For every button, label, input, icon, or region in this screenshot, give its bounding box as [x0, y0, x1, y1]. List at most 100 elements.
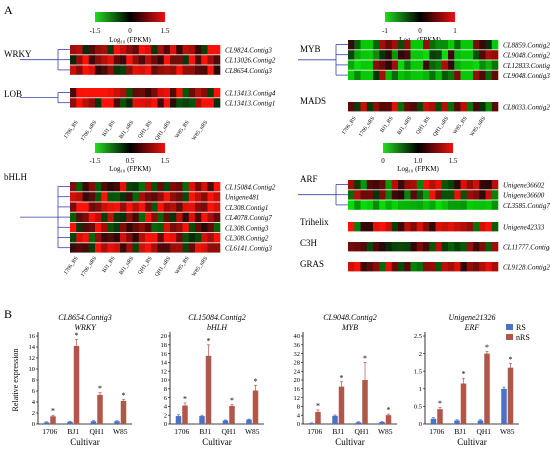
heatmap-cell: [479, 70, 486, 80]
heatmap-cell: [379, 200, 386, 210]
heatmap-cell: [404, 70, 411, 80]
heatmap-cell: [163, 88, 171, 98]
heatmap-cell: [366, 200, 374, 210]
heatmap-cell: [195, 233, 202, 243]
heatmap-cell: [113, 45, 121, 55]
heatmap-cell: [101, 98, 108, 108]
x-tick-label: W85: [113, 427, 128, 436]
gene-label: CL4078.Contig7: [225, 214, 272, 222]
y-tick-label: 4: [297, 412, 301, 419]
heatmap-cell: [423, 180, 430, 190]
key1-tick-1: 0: [128, 27, 132, 35]
heatmap-cell: [201, 65, 208, 75]
heatmap-cell: [460, 60, 468, 70]
heatmap-cell: [460, 200, 468, 210]
heatmap-cell: [163, 55, 171, 65]
x-axis-label: Cultivar: [335, 437, 365, 447]
heatmap-cell: [460, 190, 468, 200]
heatmap-cell: [385, 70, 393, 80]
heatmap-cell: [441, 50, 449, 60]
heatmap-cell: [195, 45, 202, 55]
heatmap-cell: [213, 222, 221, 233]
heatmap-cell: [398, 40, 405, 50]
heatmap-cell: [182, 45, 190, 55]
heatmap-cell: [132, 88, 140, 98]
heatmap-cell: [151, 88, 158, 98]
gene-label: Unigene36600: [503, 192, 545, 200]
heatmap-cell: [70, 243, 77, 253]
bar-rs: [379, 422, 385, 424]
heatmap-cell: [182, 98, 190, 108]
significance-mark: *: [207, 336, 211, 345]
x-tick-label: W85: [378, 427, 393, 436]
significance-mark: *: [98, 384, 102, 393]
heatmap-cell: [201, 222, 208, 233]
heatmap-cell: [404, 200, 411, 210]
heatmap-cell: [138, 45, 146, 55]
heatmap-cell: [113, 55, 121, 65]
heatmap-cell: [163, 45, 171, 55]
heatmap-cell: [473, 222, 480, 232]
heatmap-cell: [410, 60, 418, 70]
bar-nrs: [205, 355, 212, 424]
heatmap-cell: [429, 190, 436, 200]
y-tick-label: 12: [294, 395, 301, 402]
heatmap-cell: [70, 45, 77, 55]
heatmap-cell: [182, 222, 190, 233]
y-tick-label: 2: [164, 412, 167, 419]
heatmap-cell: [107, 88, 115, 98]
heatmap-cell: [82, 45, 90, 55]
heatmap-cell: [404, 222, 411, 232]
heatmap-cell: [151, 55, 158, 65]
gene-label: CL12833.Contig2: [503, 62, 550, 70]
heatmap-cell: [473, 102, 480, 112]
heatmap-cell: [76, 88, 83, 98]
heatmap-cell: [485, 102, 493, 112]
heatmap-cell: [151, 45, 158, 55]
heatmap-cell: [170, 243, 177, 253]
heatmap-cell: [151, 202, 158, 212]
x-tick-label: 1706: [429, 427, 444, 436]
heatmap-cell: [76, 212, 83, 222]
heatmap-cell: [126, 182, 133, 192]
heatmap-cell: [404, 102, 411, 112]
heatmap-cell: [82, 65, 90, 75]
heatmap-cell: [157, 233, 165, 243]
significance-mark: *: [485, 343, 489, 352]
heatmap-cell: [416, 50, 424, 60]
y-tick-label: 10: [161, 377, 168, 384]
y-tick-label: 8: [32, 377, 35, 384]
heatmap-cell: [145, 182, 152, 192]
bar-rs: [114, 421, 120, 424]
heatmap-cell: [195, 88, 202, 98]
chart-title: Unigene21326: [448, 313, 495, 322]
heatmap-cell: [379, 180, 386, 190]
y-tick-label: 18: [161, 342, 168, 349]
heatmap-cell: [491, 60, 499, 70]
heatmap-cell: [460, 242, 468, 252]
y-tick-label: 36: [294, 342, 301, 349]
color-key-1: -1.5 0 1.5 Log₁₀ (FPKM): [89, 12, 170, 44]
heatmap-cell: [366, 60, 374, 70]
heatmap-cell: [107, 233, 115, 243]
gene-label: Unigene481: [225, 194, 259, 202]
heatmap-cell: [170, 222, 177, 233]
heatmap-cell: [163, 243, 171, 253]
heatmap-cell: [88, 243, 96, 253]
heatmap-cell: [163, 192, 171, 202]
heatmap-cell: [373, 190, 380, 200]
heatmap-cell: [435, 50, 443, 60]
y-tick-label: 40: [294, 333, 301, 340]
heatmap-cell: [101, 192, 108, 202]
heatmap-cell: [88, 98, 96, 108]
heatmap-cell: [182, 233, 190, 243]
heatmap-cell: [207, 55, 215, 65]
heatmap-cell: [391, 242, 399, 252]
heatmap-cell: [213, 192, 221, 202]
heatmap-cell: [379, 60, 386, 70]
legend-label-nrs: nRS: [516, 333, 530, 342]
heatmap-cell: [416, 102, 424, 112]
heatmap-cell: [366, 102, 374, 112]
dendrogram: [298, 44, 348, 76]
heatmap-cell: [207, 212, 215, 222]
